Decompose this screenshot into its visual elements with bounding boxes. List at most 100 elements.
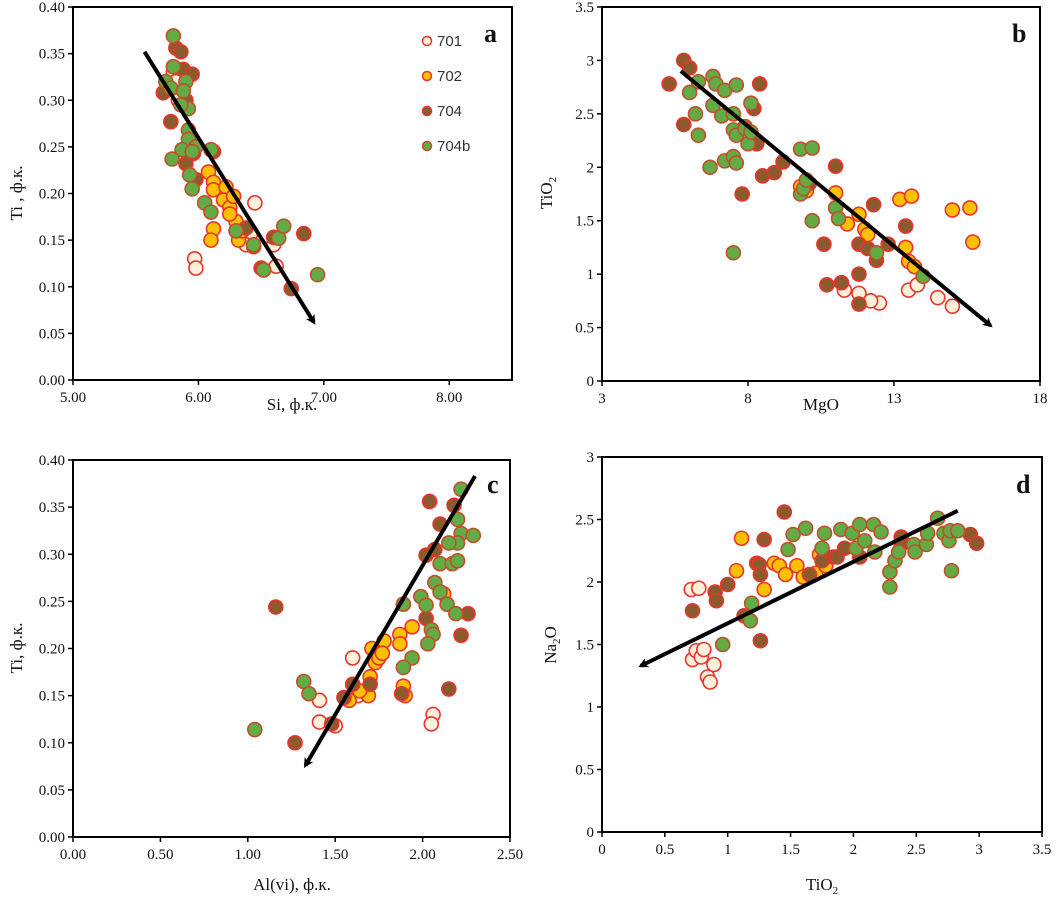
panel-a-legend: 701 702 704 704b — [421, 33, 470, 155]
data-point-704 — [708, 592, 725, 609]
panel-d-trend-arrow — [638, 508, 959, 668]
data-point-704 — [865, 196, 882, 213]
y-tick-label: 0.40 — [39, 0, 65, 16]
y-tick-label: 2.5 — [575, 107, 594, 123]
data-point-704b — [728, 155, 745, 171]
y-tick-label: 0.35 — [39, 47, 65, 63]
y-tick-label: 3.5 — [575, 0, 594, 16]
y-tick-label: 0.10 — [39, 280, 65, 296]
data-point-704b — [246, 721, 263, 738]
data-point-704b — [907, 544, 923, 560]
panel-d-letter: d — [1016, 470, 1031, 499]
data-point-702 — [903, 188, 920, 204]
y-tick-label: 3 — [587, 450, 595, 466]
panel-d-x-axis-title: TiO2 — [806, 875, 838, 897]
data-point-704b — [175, 83, 192, 99]
data-point-704b — [949, 522, 966, 539]
y-tick-label: 0 — [587, 825, 595, 841]
data-point-704 — [752, 632, 769, 649]
y-tick-label: 3 — [587, 53, 595, 69]
panel-b-x-ticks: 3 8 13 18 — [598, 381, 1048, 407]
panel-b-y-axis-title-main: TiO — [537, 182, 556, 209]
x-tick-label: 0.00 — [60, 847, 86, 863]
x-tick-label: 2 — [850, 842, 858, 858]
data-point-704 — [827, 158, 844, 175]
data-point-704b — [804, 212, 821, 229]
data-point-704 — [421, 493, 438, 510]
data-point-704b — [725, 244, 742, 261]
panel-a-points — [155, 28, 326, 297]
y-tick-label: 2 — [587, 160, 595, 176]
data-point-701 — [929, 289, 946, 306]
data-point-704 — [661, 76, 677, 92]
data-point-704 — [752, 566, 769, 583]
data-point-702 — [203, 232, 219, 248]
data-point-704b — [873, 524, 889, 540]
data-point-704b — [181, 167, 198, 183]
data-point-704b — [184, 181, 200, 197]
x-tick-label: 3 — [975, 842, 983, 858]
data-point-704b — [184, 143, 200, 160]
data-point-704 — [681, 60, 698, 76]
data-point-701 — [344, 650, 361, 666]
data-point-704b — [690, 127, 707, 144]
y-tick-label: 2 — [587, 575, 595, 591]
data-point-704 — [756, 531, 772, 548]
panel-b-y-ticks: 0 0.5 1 1.5 2 2.5 3 3.5 — [575, 0, 602, 390]
data-point-704b — [868, 244, 885, 261]
data-point-704 — [719, 576, 736, 593]
data-point-704 — [766, 164, 783, 181]
data-point-704b — [882, 579, 898, 595]
data-point-702 — [374, 645, 391, 662]
panel-b-letter: b — [1012, 19, 1026, 48]
data-point-704b — [780, 541, 796, 558]
data-point-704b — [830, 210, 847, 227]
data-point-704b — [418, 597, 434, 613]
data-point-701 — [690, 580, 707, 597]
data-point-704b — [228, 223, 244, 239]
x-tick-label: 1.5 — [781, 842, 800, 858]
data-point-704b — [714, 636, 731, 653]
panel-a-y-axis-title: Ti , ф.к. — [7, 165, 26, 220]
data-point-704b — [797, 520, 814, 537]
data-point-704b — [165, 58, 182, 75]
panel-a-trend-arrow — [142, 50, 316, 325]
panel-a-x-ticks: 5.00 6.00 7.00 8.00 — [60, 380, 462, 406]
data-point-704b — [804, 140, 821, 156]
x-tick-label: 18 — [1033, 391, 1048, 407]
y-tick-label: 1 — [587, 267, 595, 283]
panel-c-letter: c — [487, 470, 499, 499]
data-point-704b — [245, 236, 262, 253]
data-point-704 — [851, 266, 867, 282]
data-point-702 — [944, 202, 961, 218]
legend-marker-702 — [421, 70, 433, 82]
panel-c-plot-frame — [72, 459, 511, 838]
y-tick-label: 0.05 — [39, 783, 65, 799]
panel-a-letter: a — [484, 19, 497, 48]
panel-c-y-ticks: 0.00 0.05 0.10 0.15 0.20 0.25 0.30 0.35 0.40 — [39, 453, 73, 846]
data-point-704b — [814, 540, 830, 557]
data-point-701 — [944, 298, 961, 315]
data-point-704b — [165, 28, 182, 44]
y-tick-label: 0.15 — [39, 233, 65, 249]
panel-c-alvi-vs-ti: 0.00 0.05 0.10 0.15 0.20 0.25 0.30 0.35 0.40 0.0… — [7, 453, 523, 894]
data-point-704 — [776, 504, 793, 520]
panel-d-y-axis-title-sub: 2 — [551, 638, 563, 644]
x-tick-label: 8.00 — [436, 390, 462, 406]
panel-d-x-axis-title-main: TiO — [806, 875, 833, 894]
panel-d-x-ticks: 0 0.5 1 1.5 2 2.5 3 3.5 — [598, 832, 1051, 858]
data-point-701 — [188, 260, 204, 276]
legend-label-701: 701 — [437, 33, 462, 50]
y-tick-label: 0.20 — [39, 642, 65, 658]
x-tick-label: 3.5 — [1033, 842, 1052, 858]
data-point-704b — [856, 532, 873, 549]
y-tick-label: 0.10 — [39, 736, 65, 752]
data-point-704 — [267, 599, 284, 615]
data-point-704b — [743, 95, 759, 111]
x-tick-label: 7.00 — [311, 390, 337, 406]
data-point-704b — [301, 685, 317, 702]
x-tick-label: 0 — [598, 842, 606, 858]
data-point-702 — [392, 635, 408, 652]
y-tick-label: 2.5 — [575, 513, 594, 529]
x-tick-label: 0.5 — [655, 842, 674, 858]
